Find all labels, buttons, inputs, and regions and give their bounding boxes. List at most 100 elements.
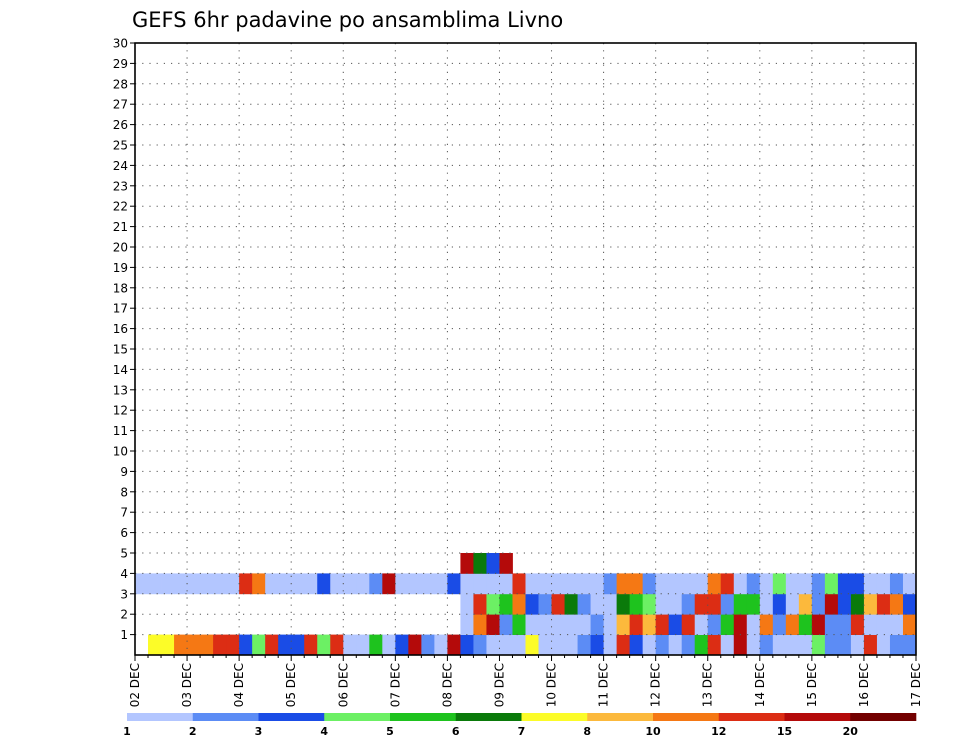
- heatmap-cell: [499, 593, 513, 615]
- heatmap-cell: [876, 593, 891, 615]
- heatmap-cell: [538, 634, 552, 656]
- heatmap-cell: [590, 614, 604, 635]
- heatmap-cell: [473, 593, 487, 615]
- heatmap-cell: [161, 573, 175, 595]
- y-tick-label: 12: [113, 404, 128, 418]
- heatmap-cell: [798, 634, 813, 656]
- heatmap-cell: [473, 553, 487, 574]
- heatmap-cell: [460, 593, 474, 615]
- heatmap-cell: [408, 573, 422, 595]
- heatmap-cell: [863, 573, 878, 595]
- heatmap-cell: [746, 634, 761, 656]
- legend-swatch: [653, 713, 720, 721]
- heatmap-cell: [616, 593, 631, 615]
- heatmap-cell: [902, 614, 917, 635]
- y-tick-label: 22: [113, 200, 128, 214]
- heatmap-cell: [265, 634, 279, 656]
- heatmap-cell: [317, 573, 331, 595]
- x-tick-label: 04 DEC: [232, 663, 246, 707]
- heatmap-cell: [382, 573, 396, 595]
- heatmap-cell: [538, 573, 552, 595]
- heatmap-cell: [135, 573, 149, 595]
- y-tick-label: 11: [113, 424, 128, 438]
- x-tick-label: 08 DEC: [440, 663, 454, 707]
- heatmap-cell: [733, 593, 748, 615]
- legend-label: 20: [843, 725, 859, 738]
- heatmap-cell: [369, 573, 383, 595]
- heatmap-cell: [395, 573, 409, 595]
- heatmap-cell: [902, 573, 917, 595]
- heatmap-cell: [785, 614, 800, 635]
- heatmap-cell: [200, 634, 214, 656]
- y-tick-label: 23: [113, 179, 128, 193]
- heatmap-cell: [356, 634, 370, 656]
- heatmap-cell: [863, 634, 878, 656]
- y-tick-label: 26: [113, 118, 128, 132]
- heatmap-cell: [746, 573, 761, 595]
- heatmap-cell: [161, 634, 175, 656]
- x-tick-label: 02 DEC: [128, 663, 142, 707]
- heatmap-cell: [824, 614, 839, 635]
- heatmap-cell: [213, 634, 227, 656]
- heatmap-cell: [551, 593, 565, 615]
- heatmap-cell: [577, 593, 591, 615]
- heatmap-cell: [460, 614, 474, 635]
- heatmap-cell: [616, 573, 631, 595]
- heatmap-cell: [759, 573, 774, 595]
- heatmap-cell: [798, 573, 813, 595]
- legend-label: 15: [777, 725, 792, 738]
- heatmap-cell: [850, 593, 865, 615]
- heatmap-cell: [668, 634, 683, 656]
- heatmap-cell: [889, 614, 904, 635]
- y-axis: 1234567891011121314151617181920212223242…: [113, 37, 135, 642]
- heatmap-cell: [525, 593, 539, 615]
- heatmap-cell: [382, 634, 396, 656]
- heatmap-cell: [187, 634, 201, 656]
- legend-swatch: [850, 713, 917, 721]
- heatmap-cell: [174, 573, 188, 595]
- heatmap-cell: [304, 573, 318, 595]
- heatmap-cell: [499, 634, 513, 656]
- heatmap-cell: [772, 573, 787, 595]
- heatmap-cell: [499, 614, 513, 635]
- heatmap-cell: [642, 593, 657, 615]
- heatmap-cell: [733, 573, 748, 595]
- heatmap-cell: [499, 573, 513, 595]
- heatmap-cell: [902, 593, 917, 615]
- heatmap-cell: [811, 614, 826, 635]
- heatmap-cell: [590, 634, 604, 656]
- heatmap-cell: [564, 593, 578, 615]
- legend-label: 7: [518, 725, 526, 738]
- color-legend: 1 2 3 4 5 6 7 8 10 12 15 20: [123, 713, 917, 738]
- heatmap-cell: [746, 593, 761, 615]
- legend-label: 2: [189, 725, 197, 738]
- heatmap-cell: [577, 573, 591, 595]
- heatmap-cell: [694, 573, 709, 595]
- heatmap-cell: [343, 634, 357, 656]
- heatmap-cell: [863, 593, 878, 615]
- heatmap-cell: [837, 573, 852, 595]
- heatmap-cell: [798, 593, 813, 615]
- heatmap-cell: [239, 573, 253, 595]
- legend-label: 4: [320, 725, 328, 738]
- heatmap-cell: [148, 634, 162, 656]
- heatmap-cell: [564, 573, 578, 595]
- heatmap-cell: [850, 614, 865, 635]
- heatmap-cell: [278, 573, 292, 595]
- heatmap-cell: [876, 573, 891, 595]
- heatmap-cell: [759, 634, 774, 656]
- heatmap-cell: [811, 573, 826, 595]
- heatmap-cell: [538, 593, 552, 615]
- heatmap-cell: [694, 634, 709, 656]
- heatmap-cell: [681, 593, 696, 615]
- y-tick-label: 1: [120, 628, 128, 642]
- heatmap-cell: [642, 634, 657, 656]
- heatmap-cell: [629, 573, 644, 595]
- y-tick-label: 2: [120, 608, 128, 622]
- legend-swatch: [521, 713, 588, 721]
- heatmap-cell: [538, 614, 552, 635]
- y-tick-label: 3: [120, 587, 128, 601]
- heatmap-cell: [369, 634, 383, 656]
- heatmap-cell: [824, 573, 839, 595]
- heatmap-cell: [863, 614, 878, 635]
